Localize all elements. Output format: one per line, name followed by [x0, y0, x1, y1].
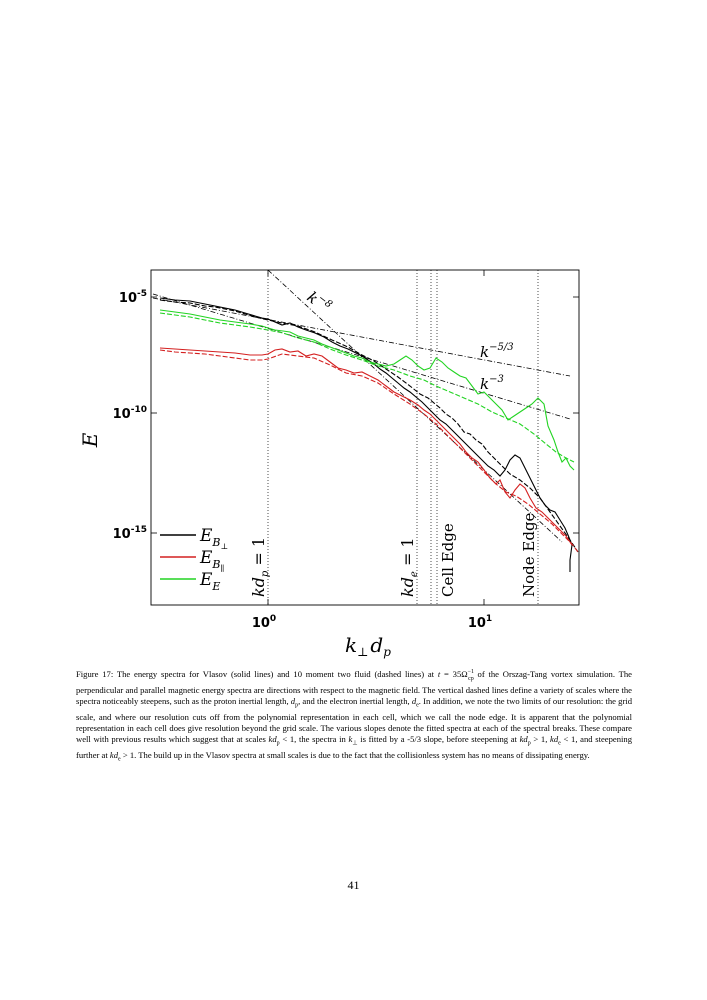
legend-label-EE: EE — [199, 570, 220, 593]
slope-label-k53: k−5/3 — [480, 342, 514, 361]
x-axis-label: k⊥ dp — [345, 633, 391, 659]
legend: EB⊥ EB∥ EE — [160, 526, 228, 593]
node-edge-label: Node Edge — [520, 512, 538, 597]
x-tick-label: 101 — [468, 614, 492, 631]
energy-spectra-figure: 10-5 10-10 10-15 100 101 k⊥ dp E kdp = 1 … — [78, 269, 580, 659]
spectrum-EBperp-fluid — [159, 299, 579, 553]
y-tick-label: 10-15 — [113, 525, 147, 542]
spectrum-EBpar-vlasov — [159, 347, 573, 546]
vertical-reference-lines — [267, 270, 539, 605]
y-tick-label: 10-5 — [119, 289, 147, 306]
y-axis-ticks — [151, 270, 579, 605]
spectrum-EBperp-vlasov — [159, 297, 573, 572]
spectrum-EE-fluid — [159, 312, 575, 463]
figure-caption: Figure 17: The energy spectra for Vlasov… — [76, 668, 633, 763]
kde-label: kde = 1 — [398, 537, 420, 597]
y-tick-label: 10-10 — [113, 405, 147, 422]
spectra-curves — [159, 297, 579, 572]
cell-edge-label: Cell Edge — [439, 523, 457, 597]
spectrum-EE-vlasov — [159, 309, 575, 471]
spectrum-EBpar-fluid — [159, 349, 579, 553]
slope-lines — [152, 269, 571, 543]
y-axis-label: E — [78, 432, 102, 448]
kdp-label: kdp = 1 — [249, 537, 271, 597]
plot-frame — [150, 269, 580, 606]
slope-k-8 — [267, 269, 563, 543]
legend-label-EBperp: EB⊥ — [199, 526, 228, 551]
slope-k-5-3 — [152, 297, 571, 377]
legend-label-EBpar: EB∥ — [199, 548, 224, 573]
slope-label-k3: k−3 — [480, 374, 504, 393]
page-number: 41 — [347, 878, 360, 892]
x-tick-label: 100 — [252, 614, 276, 631]
slope-label-k8: k−8 — [304, 287, 334, 317]
